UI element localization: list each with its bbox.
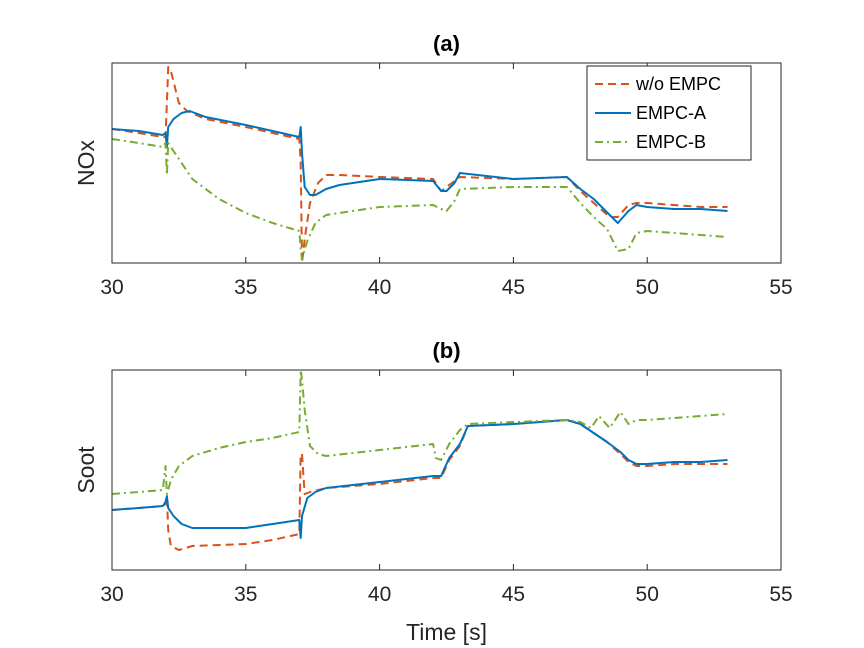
x-tick-label: 45 xyxy=(502,276,525,299)
legend-label: w/o EMPC xyxy=(635,74,721,94)
y-axis-label: NOx xyxy=(73,140,99,187)
series-line-empc-a xyxy=(112,110,728,224)
legend-label: EMPC-B xyxy=(636,132,706,152)
x-tick-label: 55 xyxy=(769,276,792,299)
series-line-empc-a xyxy=(112,419,728,539)
x-tick-label: 50 xyxy=(636,583,659,606)
x-tick-label: 45 xyxy=(502,583,525,606)
series-line-empc-b xyxy=(112,370,728,495)
x-tick-label: 30 xyxy=(100,276,123,299)
panel-a: 30 35 40 45 50 55 (a) NOx w/o EMPC EMPC-A EMPC-B xyxy=(73,31,793,299)
panel-b: 30 35 40 45 50 55 (b) Soot Time [s] xyxy=(73,338,793,645)
legend-label: EMPC-A xyxy=(636,103,706,123)
x-tick-label: 40 xyxy=(368,276,391,299)
x-tick-label: 40 xyxy=(368,583,391,606)
x-tick-label: 30 xyxy=(100,583,123,606)
plot-area xyxy=(112,370,781,570)
chart-title: (b) xyxy=(432,338,460,363)
axes-box xyxy=(111,369,782,571)
x-tick-label: 35 xyxy=(234,276,257,299)
x-axis-label: Time [s] xyxy=(406,619,487,645)
chart-title: (a) xyxy=(433,31,460,56)
x-tick-label: 50 xyxy=(636,276,659,299)
y-axis-label: Soot xyxy=(73,446,99,494)
series-line-empc-b xyxy=(112,138,728,260)
axes-box xyxy=(111,62,782,264)
series-line-w-o-empc xyxy=(112,419,728,551)
series-line-w-o-empc xyxy=(112,66,728,263)
x-tick-label: 55 xyxy=(769,583,792,606)
legend: w/o EMPC EMPC-A EMPC-B xyxy=(586,65,752,161)
x-tick-label: 35 xyxy=(234,583,257,606)
